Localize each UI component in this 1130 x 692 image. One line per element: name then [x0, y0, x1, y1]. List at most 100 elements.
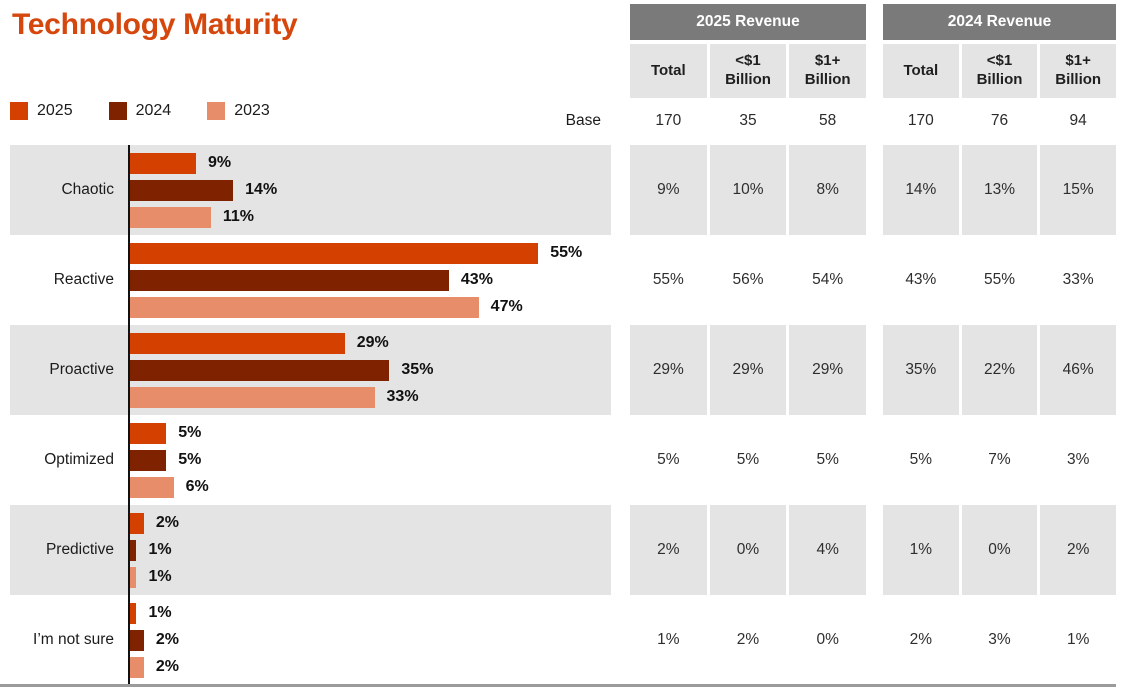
chart-row-proactive: Proactive 29% 35% 33%: [10, 325, 611, 415]
category-label: I’m not sure: [33, 631, 114, 648]
base-value: 35: [739, 111, 757, 129]
bar-group: 29% 35% 33%: [129, 325, 433, 415]
bar-row-2024: 5%: [129, 449, 209, 471]
bar-value-label: 29%: [356, 334, 389, 351]
table-cell: 3%: [961, 595, 1038, 685]
table-title-2024-revenue: 2024 Revenue: [883, 4, 1116, 40]
bar-2023: [129, 476, 174, 498]
bar-row-2023: 33%: [129, 386, 433, 408]
chart-row-reactive: Reactive 55% 43% 47%: [10, 235, 611, 325]
bar-value-label: 43%: [460, 271, 493, 288]
table-row: 2% 3% 1%: [883, 595, 1116, 685]
bar-row-2025: 1%: [129, 602, 179, 624]
table-cell: 3%: [1040, 415, 1116, 505]
base-row-2024-revenue: 170 76 94: [883, 98, 1116, 143]
legend-label: 2025: [37, 102, 73, 119]
bar-value-label: 1%: [148, 541, 172, 558]
legend-swatch-2025: [10, 102, 28, 120]
table-cell: 56%: [709, 235, 787, 325]
legend-swatch-2023: [207, 102, 226, 120]
bar-2024: [129, 359, 390, 381]
legend-item-2024: 2024: [108, 102, 171, 120]
table-cell: 35%: [883, 325, 959, 415]
bar-value-label: 2%: [155, 658, 179, 675]
base-value: 76: [990, 111, 1009, 129]
category-label: Predictive: [45, 541, 114, 558]
bar-value-label: 5%: [178, 424, 202, 441]
bar-2024: [129, 629, 144, 651]
legend-item-2023: 2023: [207, 102, 270, 120]
column-header: $1+ Billion: [789, 44, 866, 98]
bar-group: 2% 1% 1%: [129, 505, 179, 595]
category-label: Proactive: [49, 361, 114, 378]
table-cell: 29%: [630, 325, 707, 415]
base-row-label: Base: [565, 111, 601, 129]
base-value: 170: [655, 111, 682, 129]
table-cell: 0%: [709, 505, 787, 595]
table-cell: 0%: [961, 505, 1038, 595]
bar-2025: [129, 512, 144, 534]
bar-group: 1% 2% 2%: [129, 595, 179, 685]
bar-2023: [129, 206, 211, 228]
column-headers-2025-revenue: Total <$1 Billion $1+ Billion: [630, 44, 866, 98]
table-cell: 2%: [709, 595, 787, 685]
legend-swatch-2024: [108, 102, 127, 120]
table-cell: 1%: [630, 595, 707, 685]
bar-2025: [129, 242, 539, 264]
table-cell: 2%: [883, 595, 959, 685]
bar-row-2025: 9%: [129, 152, 277, 174]
table-cell: 55%: [961, 235, 1038, 325]
chart-axis-line: [128, 145, 130, 685]
table-cell: 9%: [630, 145, 707, 235]
bar-group: 9% 14% 11%: [129, 145, 277, 235]
table-row: 2% 0% 4%: [630, 505, 866, 595]
table-cell: 22%: [961, 325, 1038, 415]
table-cell: 1%: [1040, 595, 1116, 685]
table-cell: 13%: [961, 145, 1038, 235]
chart-row-predictive: Predictive 2% 1% 1%: [10, 505, 611, 595]
column-header: <$1 Billion: [709, 44, 787, 98]
table-cell: 7%: [961, 415, 1038, 505]
table-cell: 1%: [883, 505, 959, 595]
bar-row-2024: 2%: [129, 629, 179, 651]
table-row: 43% 55% 33%: [883, 235, 1116, 325]
chart-row-i-m-not-sure: I’m not sure 1% 2% 2%: [10, 595, 611, 685]
bar-group: 5% 5% 6%: [129, 415, 209, 505]
bar-2023: [129, 566, 137, 588]
table-row: 14% 13% 15%: [883, 145, 1116, 235]
bar-row-2023: 1%: [129, 566, 179, 588]
bottom-divider: [0, 684, 1116, 687]
table-cell: 8%: [789, 145, 866, 235]
table-cell: 2%: [630, 505, 707, 595]
category-label: Optimized: [44, 451, 114, 468]
table-cell: 54%: [789, 235, 866, 325]
bar-group: 55% 43% 47%: [129, 235, 582, 325]
category-label: Chaotic: [61, 181, 114, 198]
table-cell: 5%: [789, 415, 866, 505]
table-cell: 5%: [709, 415, 787, 505]
table-row: 5% 5% 5%: [630, 415, 866, 505]
column-header: <$1 Billion: [961, 44, 1038, 98]
chart-legend: 2025 2024 2023: [10, 102, 270, 120]
bar-row-2024: 14%: [129, 179, 277, 201]
table-row: 1% 2% 0%: [630, 595, 866, 685]
table-row: 35% 22% 46%: [883, 325, 1116, 415]
bar-row-2023: 2%: [129, 656, 179, 678]
table-row: 1% 0% 2%: [883, 505, 1116, 595]
table-cell: 10%: [709, 145, 787, 235]
bar-2023: [129, 296, 479, 318]
category-label: Reactive: [53, 271, 114, 288]
table-row: 5% 7% 3%: [883, 415, 1116, 505]
bar-value-label: 2%: [155, 631, 179, 648]
bar-row-2025: 55%: [129, 242, 582, 264]
bar-row-2023: 47%: [129, 296, 582, 318]
bar-2024: [129, 449, 167, 471]
bar-row-2023: 11%: [129, 206, 277, 228]
base-value: 94: [1069, 111, 1087, 129]
bar-2024: [129, 539, 137, 561]
base-value: 170: [907, 111, 934, 129]
table-row: 9% 10% 8%: [630, 145, 866, 235]
bar-2025: [129, 602, 137, 624]
bar-2023: [129, 656, 144, 678]
